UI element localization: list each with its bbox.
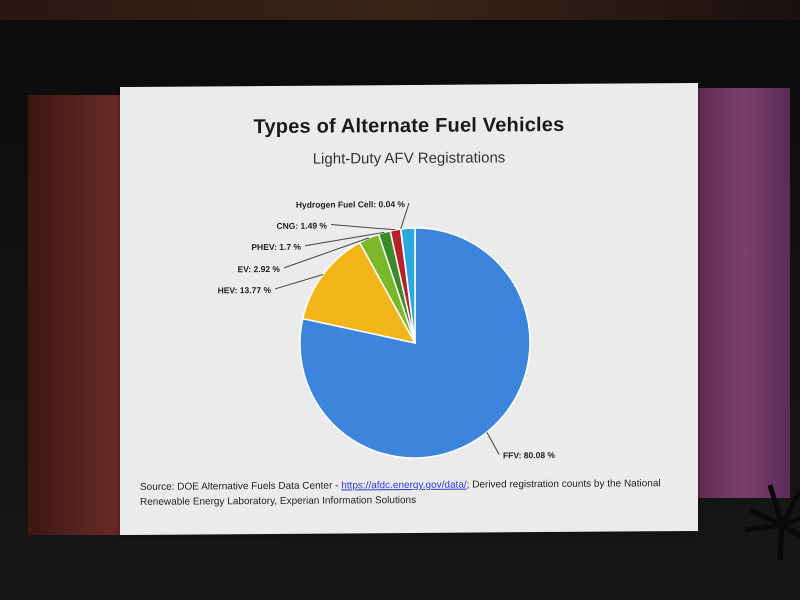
projected-slide: Types of Alternate Fuel Vehicles Light-D…	[120, 82, 698, 536]
pie-chart: FFV: 80.08 % HEV: 13.77 % EV: 2.92 % PHEV: …	[218, 199, 556, 460]
leader-line-1	[274, 274, 324, 290]
leader-line-5	[400, 202, 410, 230]
pie-slices	[299, 227, 531, 459]
leader-line-2	[283, 237, 370, 269]
left-wall	[28, 95, 128, 535]
slice-label-5: Hydrogen Fuel Cell: 0.04 %	[296, 199, 406, 210]
slice-label-3: PHEV: 1.7 %	[251, 242, 301, 252]
pie-slice-1	[301, 241, 417, 345]
slice-label-1: HEV: 13.77 %	[218, 285, 272, 295]
slice-label-0: FFV: 80.08 %	[503, 450, 555, 460]
leader-line-3	[304, 231, 385, 247]
plant-silhouette	[744, 484, 800, 560]
source-prefix: Source: DOE Alternative Fuels Data Cente…	[140, 480, 342, 493]
right-wall	[690, 88, 790, 498]
source-link[interactable]: https://afdc.energy.gov/data/	[341, 479, 467, 492]
source-note: Source: DOE Alternative Fuels Data Cente…	[140, 476, 685, 510]
leader-lines	[274, 202, 500, 455]
slice-label-4: CNG: 1.49 %	[276, 221, 327, 231]
leader-line-4	[330, 224, 396, 231]
slice-labels: FFV: 80.08 % HEV: 13.77 % EV: 2.92 % PHEV: …	[218, 199, 556, 460]
leader-line-0	[486, 431, 500, 455]
room-background-top	[0, 0, 800, 20]
slice-label-2: EV: 2.92 %	[237, 264, 280, 274]
